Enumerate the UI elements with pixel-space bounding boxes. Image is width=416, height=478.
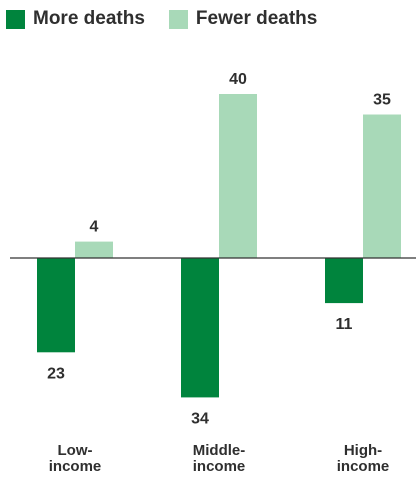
bar-fewer-deaths-low-income: [75, 241, 113, 258]
legend-swatch-more-deaths: [6, 9, 25, 29]
bar-fewer-deaths-high-income: [363, 114, 401, 258]
legend-label-fewer-deaths: Fewer deaths: [195, 8, 318, 29]
legend-item-fewer-deaths: Fewer deaths: [168, 8, 318, 30]
bar-more-deaths-middle-income: [181, 258, 219, 398]
category-label-middle-income: Middle- income: [192, 442, 246, 475]
legend: More deaths Fewer deaths: [6, 8, 341, 30]
bar-more-deaths-low-income: [37, 258, 75, 353]
legend-label-more-deaths: More deaths: [33, 8, 145, 29]
data-label-more-deaths-low-income: 23: [47, 365, 65, 382]
bar-more-deaths-high-income: [325, 258, 363, 304]
bar-fewer-deaths-middle-income: [219, 94, 257, 258]
category-label-high-income: High- income: [336, 442, 390, 475]
category-label-low-income: Low- income: [48, 442, 102, 475]
data-label-fewer-deaths-high-income: 35: [373, 92, 391, 109]
legend-item-more-deaths: More deaths: [6, 8, 145, 30]
data-label-more-deaths-middle-income: 34: [191, 410, 209, 427]
data-label-fewer-deaths-low-income: 4: [90, 219, 99, 236]
data-label-more-deaths-high-income: 11: [336, 316, 353, 333]
legend-swatch-fewer-deaths: [168, 9, 188, 29]
data-label-fewer-deaths-middle-income: 40: [229, 71, 247, 88]
